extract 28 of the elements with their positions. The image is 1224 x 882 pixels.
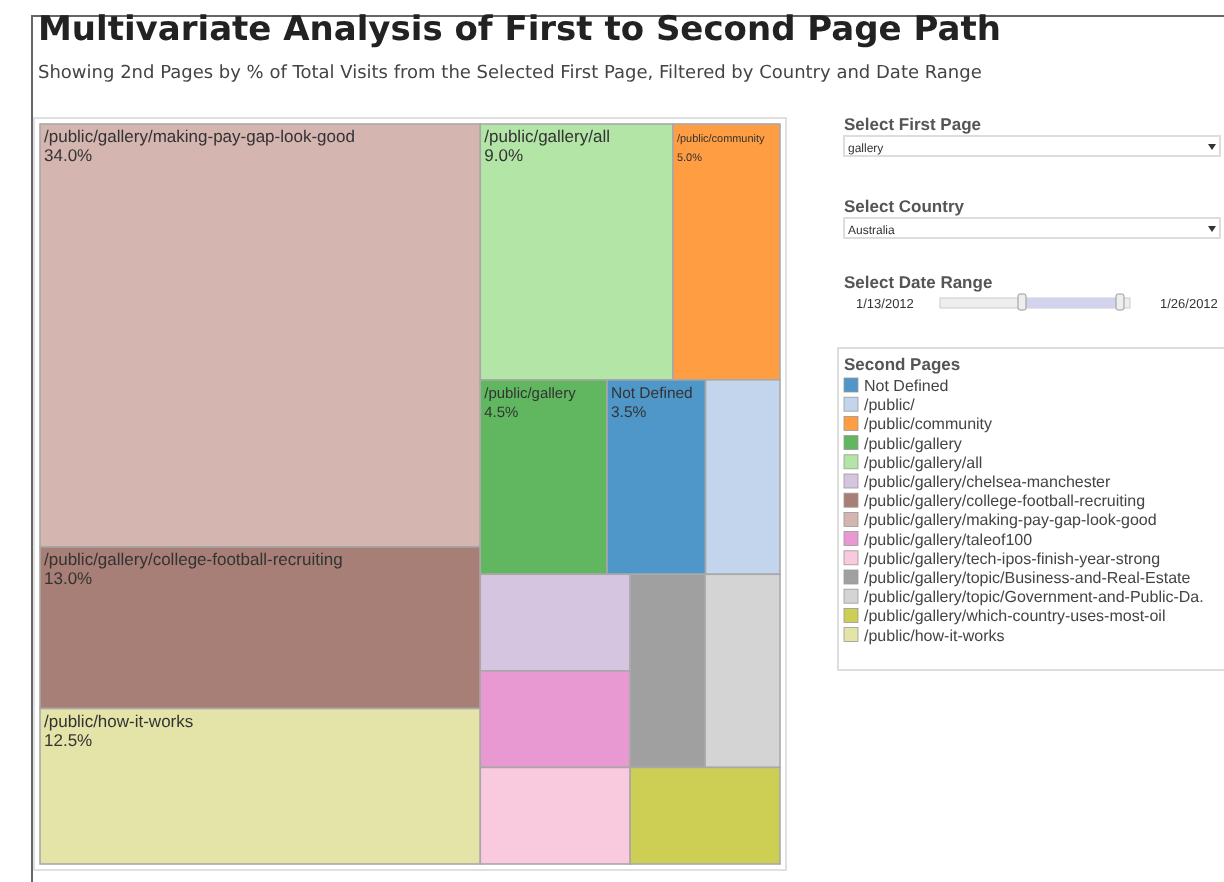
- category-label: /public/how-it-works: [864, 626, 1005, 645]
- category-label: /public/gallery/chelsea-manchester: [864, 473, 1112, 491]
- category-label: /public/gallery/taleof100: [864, 530, 1034, 549]
- category-label: /public/gallery/all: [484, 126, 611, 146]
- category-label: /public/gallery/topic/Government-and-Public-Da.: [864, 588, 1204, 607]
- category-label: /public/gallery/topic/Business-and-Real-Estate: [864, 569, 1192, 587]
- category-label: /public/gallery/college-football-recruiting: [44, 548, 344, 569]
- text: Showing 2nd Pages by % of Total Visits from the Selected First Page, Filtered by Country and Date Range: [38, 64, 983, 84]
- category-label: /public/gallery/all: [864, 453, 983, 472]
- category-label: /public/how-it-works: [44, 710, 194, 731]
- text: Multivariate Analysis of First to Second Page Path: [38, 10, 1001, 50]
- text: Select Date Range: [844, 272, 993, 292]
- category-label: /public/gallery/making-pay-gap-look-good: [44, 126, 356, 146]
- category-label: /public/gallery/making-pay-gap-look-good: [864, 511, 1157, 530]
- category-label: /public/gallery/college-football-recruiting: [864, 492, 1146, 511]
- text: Select First Page: [844, 114, 982, 134]
- data-label: 12.5%: [44, 729, 94, 750]
- category-label: /public/gallery/which-country-uses-most-oil: [864, 607, 1166, 626]
- legend-title: Second Pages: [844, 354, 961, 374]
- data-label: 13.0%: [44, 567, 94, 588]
- category-label: /public/gallery: [864, 434, 962, 453]
- category-label: Not Defined: [864, 377, 949, 395]
- text: Select Country: [844, 196, 965, 216]
- data-label: 9.0%: [484, 145, 524, 165]
- category-label: /public/gallery/tech-ipos-finish-year-strong: [864, 549, 1161, 568]
- category-label: /public/: [864, 396, 917, 415]
- data-label: 34.0%: [44, 145, 94, 165]
- category-label: /public/community: [864, 415, 993, 434]
